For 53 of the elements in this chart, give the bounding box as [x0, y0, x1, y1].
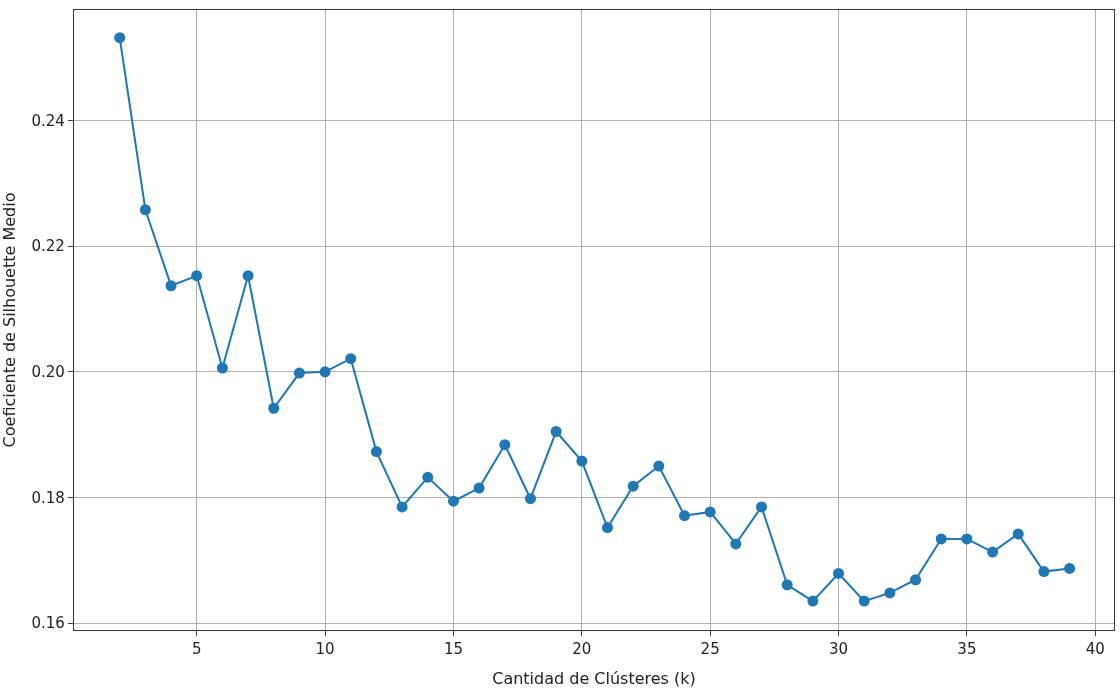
point [987, 546, 999, 558]
point [242, 270, 254, 282]
point [499, 439, 511, 451]
point [601, 522, 613, 534]
point [935, 533, 947, 545]
x-tick-label: 15 [443, 640, 463, 659]
x-tick-label: 35 [957, 640, 977, 659]
point [1038, 566, 1050, 578]
point [550, 426, 562, 437]
point [216, 362, 228, 374]
y-axis-title: Coeficiente de Silhouette Medio [0, 192, 19, 448]
x-tick-label: 30 [828, 640, 849, 659]
point [165, 280, 177, 292]
point [268, 402, 280, 414]
point [576, 455, 588, 467]
point [524, 493, 536, 505]
point [345, 353, 357, 365]
point [730, 538, 742, 550]
x-axis-title: Cantidad de Clústeres (k) [492, 668, 696, 688]
y-tick-label: 0.16 [31, 614, 65, 633]
y-tick-label: 0.18 [31, 488, 65, 507]
point [319, 366, 331, 378]
point [422, 471, 434, 483]
point [961, 533, 973, 545]
point [191, 270, 203, 282]
point [704, 506, 716, 518]
x-tick-label: 5 [191, 640, 202, 659]
point [293, 367, 305, 379]
x-tick-label: 10 [315, 640, 335, 659]
point [884, 587, 896, 599]
point [396, 501, 408, 513]
point [370, 446, 382, 458]
x-tick-label: 20 [572, 640, 592, 659]
point [627, 480, 639, 492]
point [833, 567, 845, 579]
point [1064, 562, 1076, 574]
point [653, 460, 665, 472]
x-tick-label: 40 [1085, 640, 1105, 659]
x-tick-label: 25 [700, 640, 720, 659]
point [679, 510, 690, 522]
point [756, 501, 768, 513]
point [473, 482, 485, 494]
point [807, 595, 819, 607]
point [447, 495, 459, 507]
y-tick-label: 0.22 [31, 237, 65, 256]
point [1012, 528, 1024, 540]
point [139, 204, 151, 216]
point [910, 574, 922, 586]
y-tick-label: 0.20 [31, 363, 65, 382]
y-tick-label: 0.24 [31, 111, 65, 130]
point [114, 32, 126, 44]
point [781, 579, 793, 591]
point [858, 595, 870, 607]
